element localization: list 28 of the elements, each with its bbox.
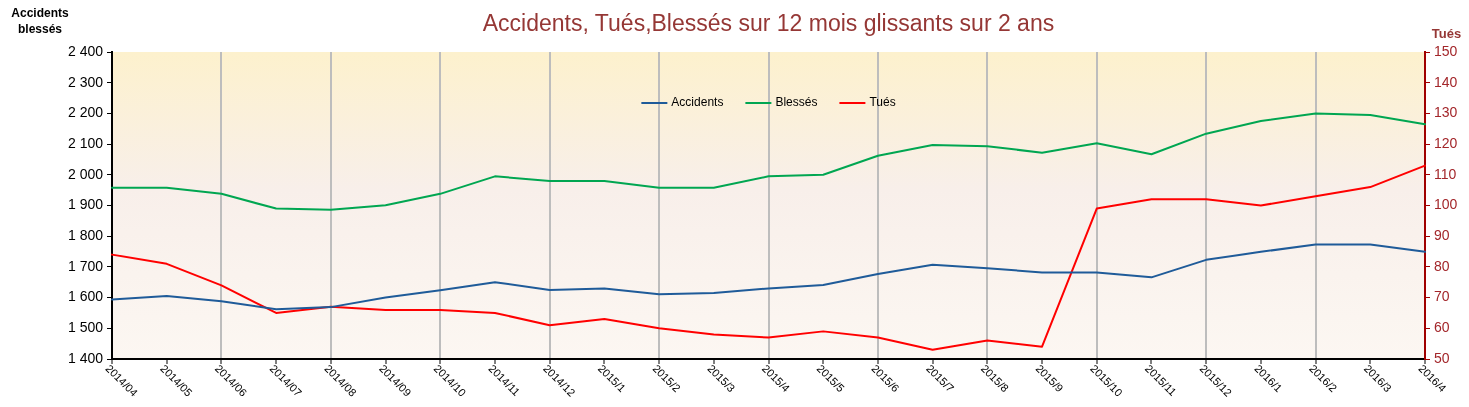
y-tick-label: 1 500 (67, 319, 104, 336)
y-tick-label: 1 900 (67, 196, 104, 213)
y2-tick-label: 70 (1434, 288, 1450, 305)
y-tick-label: 2 300 (67, 73, 104, 90)
y-tick-label: 1 400 (67, 349, 104, 366)
y2-tick-label: 140 (1434, 73, 1458, 90)
y2-tick-label: 110 (1434, 165, 1457, 182)
y2-tick-label: 120 (1434, 134, 1458, 151)
y2-tick-label: 150 (1434, 42, 1458, 59)
y-tick-label: 2 100 (67, 134, 104, 151)
y2-tick-label: 90 (1434, 227, 1450, 244)
y2-tick-label: 60 (1434, 319, 1450, 336)
y-tick-label: 2 000 (67, 165, 104, 182)
y-tick-label: 2 200 (67, 104, 104, 121)
y2-tick-label: 130 (1434, 104, 1458, 121)
legend-label: Tués (869, 95, 896, 110)
legend-label: Blessés (775, 95, 818, 110)
y-tick-label: 1 800 (67, 227, 104, 244)
y-tick-label: 1 700 (67, 257, 104, 274)
chart-title: Accidents, Tués,Blessés sur 12 mois glissants sur 2 ans (481, 9, 1056, 38)
y-axis-title: Accidents blessés (10, 5, 70, 37)
y-tick-label: 1 600 (67, 288, 104, 305)
legend-label: Accidents (671, 95, 724, 110)
y2-tick-label: 50 (1434, 349, 1450, 366)
y-tick-label: 2 400 (67, 42, 104, 59)
y2-tick-label: 100 (1434, 196, 1458, 213)
y2-tick-label: 80 (1434, 257, 1450, 274)
y2-axis-title: Tués (1430, 26, 1463, 42)
